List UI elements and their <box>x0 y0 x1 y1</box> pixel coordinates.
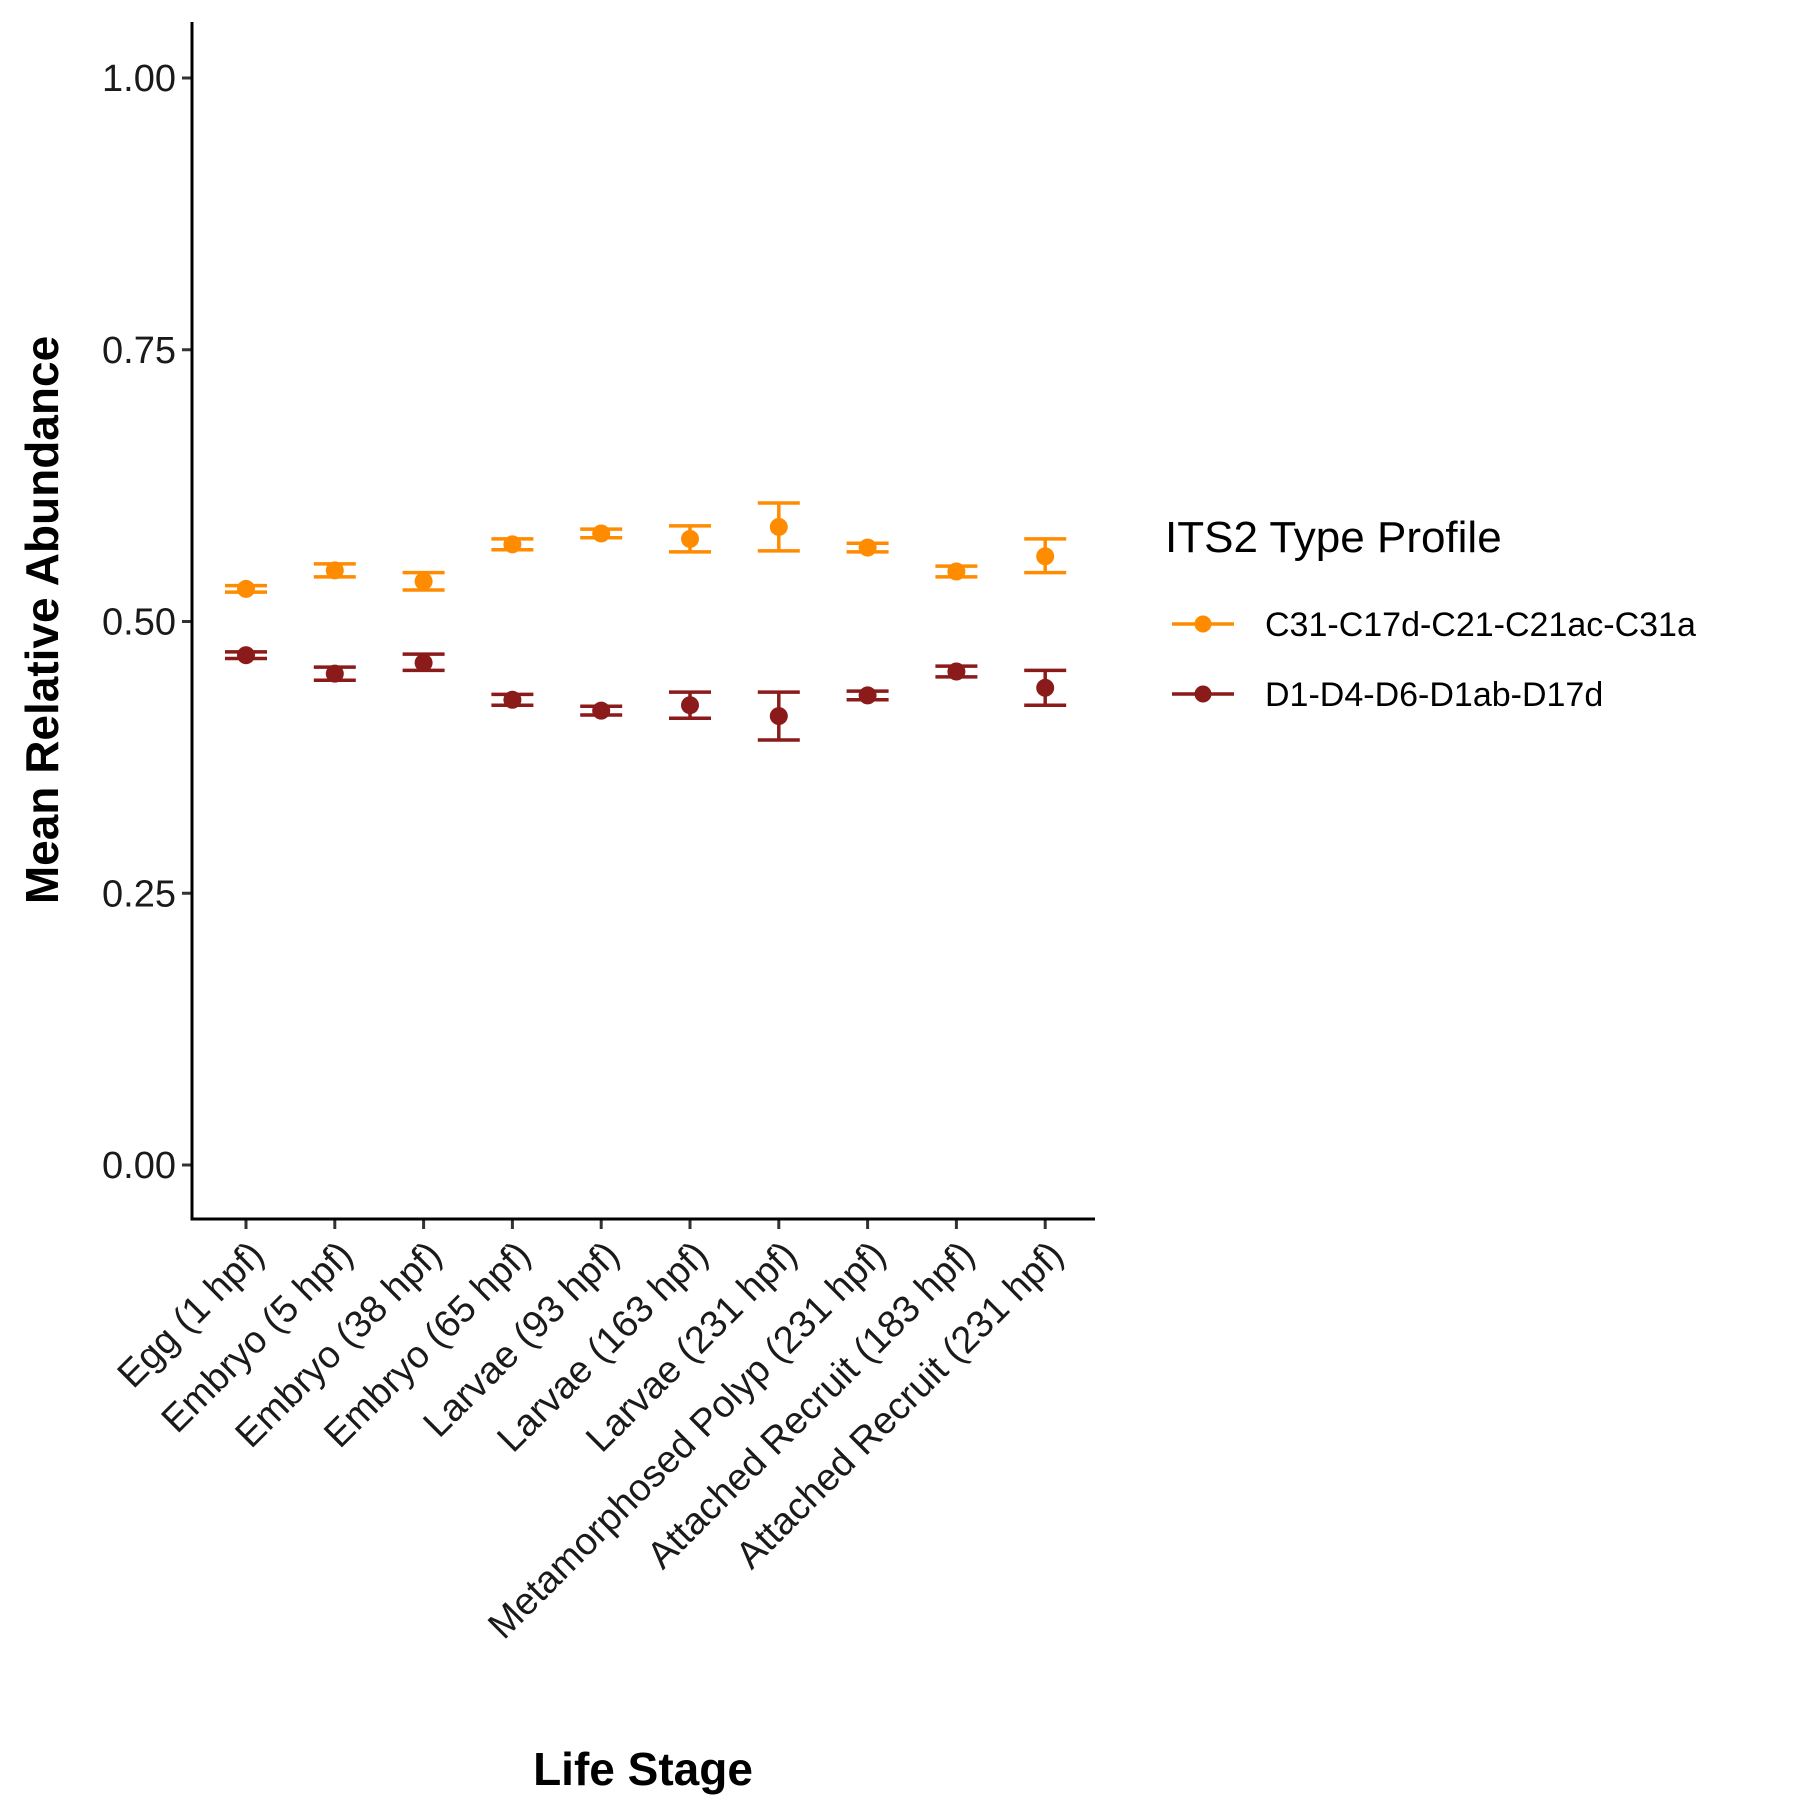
data-point <box>414 572 433 591</box>
legend: ITS2 Type Profile C31-C17d-C21-C21ac-C31… <box>1165 513 1696 714</box>
y-tick-label: 0.00 <box>102 1145 176 1187</box>
x-axis-ticks: Egg (1 hpf)Embryo (5 hpf)Embryo (38 hpf)… <box>110 1219 1072 1647</box>
legend-item-series-2: D1-D4-D6-D1ab-D17d <box>1172 676 1603 714</box>
data-point <box>325 561 344 580</box>
data-point <box>592 524 611 543</box>
data-point <box>503 535 522 554</box>
data-point <box>769 517 788 536</box>
data-point <box>858 686 877 705</box>
data-point <box>947 562 966 581</box>
data-point <box>681 696 699 715</box>
legend-key-point-1 <box>1194 615 1212 633</box>
data-point <box>769 707 788 726</box>
data-point <box>592 701 611 720</box>
data-point <box>325 664 344 683</box>
series-2 <box>225 646 1067 742</box>
y-tick-label: 0.50 <box>102 602 176 644</box>
y-tick-label: 0.25 <box>102 873 176 915</box>
data-point <box>237 579 255 598</box>
data-marks <box>225 501 1067 742</box>
y-tick-label: 1.00 <box>102 58 176 100</box>
data-point <box>1036 547 1055 566</box>
data-point <box>1036 678 1055 697</box>
x-axis-title: Life Stage <box>533 1743 753 1795</box>
legend-key-point-2 <box>1194 685 1212 703</box>
data-point <box>237 646 255 665</box>
legend-label-2: D1-D4-D6-D1ab-D17d <box>1265 676 1603 714</box>
data-point <box>681 529 699 548</box>
legend-title: ITS2 Type Profile <box>1165 513 1502 562</box>
data-point <box>947 662 966 681</box>
y-axis-ticks: 0.00 0.25 0.50 0.75 1.00 <box>102 58 192 1187</box>
y-tick-label: 0.75 <box>102 330 176 372</box>
legend-item-series-1: C31-C17d-C21-C21ac-C31a <box>1172 606 1696 644</box>
data-point <box>414 653 433 672</box>
legend-label-1: C31-C17d-C21-C21ac-C31a <box>1265 606 1696 644</box>
data-point <box>503 690 522 709</box>
series-1 <box>225 501 1067 598</box>
y-axis-title: Mean Relative Abundance <box>16 336 68 904</box>
data-point <box>858 538 877 557</box>
